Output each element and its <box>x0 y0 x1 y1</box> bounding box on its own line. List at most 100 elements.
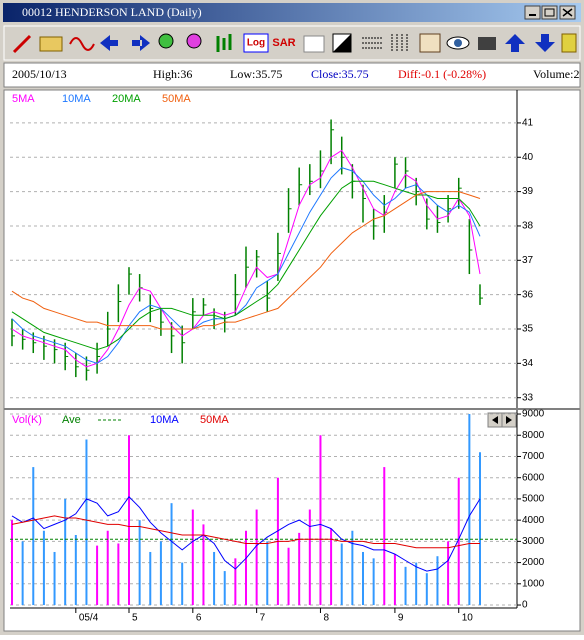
volume-bar <box>255 509 258 606</box>
info-high: High:36 <box>153 67 192 81</box>
volume-bar <box>457 477 460 606</box>
volume-bar <box>340 543 343 606</box>
info-bar <box>3 62 581 88</box>
ma-line <box>11 167 481 364</box>
volume-bar <box>298 532 301 606</box>
info-diff: Diff:-0.1 (-0.28%) <box>398 67 486 81</box>
volume-bar <box>213 551 216 606</box>
y-tick-label: 0 <box>522 600 528 611</box>
right-button[interactable] <box>132 35 150 51</box>
open-button[interactable] <box>39 36 63 52</box>
vgrid-button[interactable] <box>391 34 408 52</box>
extra-button[interactable] <box>561 33 577 53</box>
volume-bar <box>404 566 407 606</box>
volume-bar <box>42 530 45 606</box>
volume-bar <box>319 435 322 606</box>
down-button[interactable] <box>535 34 555 52</box>
ma-line <box>11 149 481 368</box>
volume-bar <box>11 520 13 606</box>
info-close: Close:35.75 <box>311 67 369 81</box>
camera-button[interactable] <box>478 37 496 50</box>
volume-bar <box>85 439 88 606</box>
x-tick-label: 10 <box>462 613 474 624</box>
window-title: 00012 HENDERSON LAND (Daily) <box>22 5 202 19</box>
x-tick-label: 5 <box>132 613 138 624</box>
zoom-in[interactable] <box>158 33 174 49</box>
toolbar-buttons[interactable]: Log SAR <box>12 33 577 54</box>
y-tick-label: 39 <box>522 186 534 197</box>
volume-bar <box>128 435 130 606</box>
x-tick-label: 9 <box>398 613 404 624</box>
y-tick-label: 9000 <box>522 409 545 420</box>
volume-bar <box>106 530 109 606</box>
ma-line <box>11 191 481 330</box>
volume-bar <box>170 503 173 606</box>
y-tick-label: 33 <box>522 392 534 403</box>
left-button[interactable] <box>100 35 118 51</box>
volume-bar <box>64 498 67 606</box>
volume-bar <box>234 558 237 606</box>
volume-bar <box>330 528 333 606</box>
info-low: Low:35.75 <box>230 67 282 81</box>
volume-bar <box>149 551 152 606</box>
y-tick-label: 1000 <box>522 578 545 589</box>
volume-bar <box>287 547 290 606</box>
y-tick-label: 4000 <box>522 515 545 526</box>
volume-bar <box>425 573 428 606</box>
ma-line <box>11 180 481 351</box>
volume-bar <box>415 562 418 606</box>
y-tick-label: 2000 <box>522 557 545 568</box>
wave-button[interactable] <box>69 37 95 51</box>
chart-area <box>3 89 581 632</box>
y-tick-label: 34 <box>522 358 534 369</box>
volume-bar <box>138 520 141 606</box>
legend-label: Vol(K) <box>12 414 42 426</box>
volume-ma-line <box>11 496 481 572</box>
y-tick-label: 36 <box>522 289 534 300</box>
y-tick-label: 5000 <box>522 494 545 505</box>
log-label: Log <box>247 38 265 49</box>
volume-bar <box>468 414 471 606</box>
draw-tool[interactable] <box>12 34 32 54</box>
y-tick-label: 8000 <box>522 430 545 441</box>
up-button[interactable] <box>505 34 525 52</box>
y-tick-label: 3000 <box>522 536 545 547</box>
volume-bar <box>191 509 194 606</box>
volume-bar <box>159 541 162 606</box>
volume-bar <box>447 541 450 606</box>
volume-bar <box>362 551 364 606</box>
hand-button[interactable] <box>419 33 441 53</box>
scroll-arrows[interactable] <box>487 412 517 428</box>
x-tick-label: 7 <box>260 613 266 624</box>
legend-label: 20MA <box>112 93 141 105</box>
volume-bar <box>74 534 77 606</box>
volume-bar <box>223 571 226 606</box>
legend-label: 10MA <box>150 414 179 426</box>
minimize-button[interactable] <box>524 5 541 20</box>
y-tick-label: 40 <box>522 152 534 163</box>
x-tick-label: 6 <box>196 613 202 624</box>
y-tick-label: 41 <box>522 118 534 129</box>
volume-ma-line <box>11 515 480 549</box>
hgrid-button[interactable] <box>362 37 382 49</box>
info-volume: Volume:2 <box>533 67 579 81</box>
volume-bar <box>21 541 24 606</box>
maximize-button[interactable] <box>541 5 558 20</box>
volume-bar <box>308 509 311 606</box>
volume-bar <box>53 551 56 606</box>
legend-label: 50MA <box>162 93 191 105</box>
zoom-out[interactable] <box>186 33 202 49</box>
log-button[interactable] <box>243 33 269 53</box>
legend-label: 50MA <box>200 414 229 426</box>
title-bar <box>3 3 581 22</box>
toolbar: Log SAR <box>3 25 581 61</box>
sar-label[interactable]: SAR <box>272 37 295 49</box>
volume-bar <box>117 543 120 606</box>
volume-bar <box>181 562 184 606</box>
window-controls[interactable] <box>524 5 576 20</box>
y-tick-label: 38 <box>522 221 534 232</box>
candle-button[interactable] <box>216 34 232 52</box>
legend-label: Ave <box>62 414 81 426</box>
